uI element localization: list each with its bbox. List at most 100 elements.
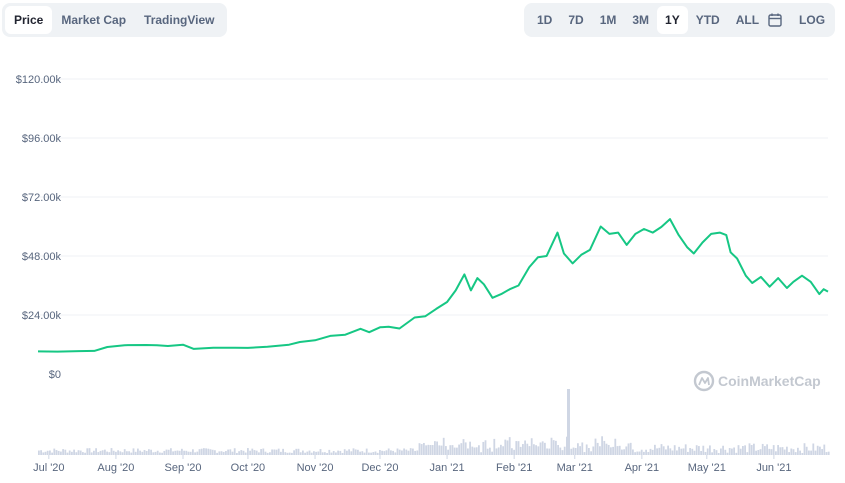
range-1m[interactable]: 1M [599, 13, 617, 27]
volume-bar [794, 452, 797, 455]
volume-bar [632, 449, 634, 455]
volume-bar [656, 448, 658, 455]
volume-bar [273, 449, 276, 455]
volume-bar [526, 443, 529, 455]
volume-bar [427, 444, 430, 455]
volume-bars [38, 389, 830, 455]
volume-bar [291, 452, 293, 455]
volume-bar [242, 450, 245, 455]
volume-bar [359, 451, 361, 455]
volume-bar [709, 445, 711, 455]
volume-bar [515, 441, 518, 455]
volume-bar [418, 443, 421, 455]
volume-bar [354, 449, 357, 455]
log-toggle[interactable]: LOG [799, 13, 826, 27]
volume-bar [387, 448, 390, 455]
volume-bar [396, 448, 399, 455]
volume-bar [486, 448, 489, 455]
volume-bar [216, 452, 218, 455]
volume-bar [497, 447, 500, 455]
volume-bar [324, 452, 326, 455]
volume-bar [104, 449, 106, 455]
volume-bar [352, 448, 355, 455]
volume-bar [544, 442, 546, 455]
volume-bar [341, 452, 344, 455]
volume-bar [471, 446, 474, 455]
volume-bar [143, 449, 146, 455]
tab-tradingview[interactable]: TradingView [144, 13, 215, 27]
volume-bar [671, 450, 674, 455]
volume-bar [711, 452, 713, 455]
volume-bar [112, 450, 115, 455]
x-tick-label: Sep '20 [165, 462, 202, 474]
volume-bar [225, 451, 227, 455]
volume-bar [231, 451, 234, 455]
volume-bar [71, 451, 73, 455]
volume-bar [68, 450, 71, 455]
calendar-button[interactable] [767, 6, 783, 34]
range-ytd[interactable]: YTD [695, 13, 720, 27]
volume-bar [742, 445, 744, 455]
volume-bar [374, 451, 377, 455]
x-tick-label: Jun '21 [756, 462, 791, 474]
volume-bar [222, 451, 225, 455]
tab-market-cap[interactable]: Market Cap [61, 13, 127, 27]
volume-bar [552, 440, 555, 455]
volume-bar [255, 450, 258, 455]
volume-bar [678, 446, 680, 455]
volume-bar [797, 447, 799, 455]
volume-bar [647, 451, 650, 455]
volume-bar [200, 448, 203, 455]
volume-bar [453, 447, 456, 455]
volume-bar [814, 450, 817, 455]
volume-bar [724, 449, 727, 455]
volume-bar [57, 450, 60, 455]
volume-bar [174, 450, 177, 455]
range-3m[interactable]: 3M [632, 13, 650, 27]
volume-bar [205, 448, 207, 455]
volume-bar [460, 443, 463, 455]
volume-bar [165, 449, 168, 455]
volume-bar [772, 445, 775, 455]
volume-bar [185, 450, 188, 455]
y-tick-label: $72.00k [22, 192, 62, 204]
volume-bar [669, 448, 672, 455]
volume-bar [579, 446, 581, 455]
volume-bar [601, 436, 603, 455]
chart-type-tabs: Price Market Cap TradingView [2, 3, 227, 37]
volume-bar [86, 448, 89, 455]
volume-bar [40, 450, 42, 455]
volume-bar [139, 450, 141, 455]
price-line[interactable] [37, 218, 829, 353]
volume-bar [394, 452, 397, 455]
volume-bar [819, 446, 821, 455]
volume-bar [577, 443, 579, 455]
volume-bar [260, 449, 262, 455]
volume-bar [407, 450, 410, 455]
volume-bar [306, 451, 309, 455]
volume-bar [706, 448, 709, 455]
volume-bar [141, 451, 144, 455]
volume-bar [673, 445, 676, 455]
volume-bar [660, 444, 663, 455]
volume-bar [203, 448, 205, 455]
volume-bar [753, 443, 755, 455]
volume-bar [258, 452, 260, 455]
volume-bar [170, 448, 172, 455]
volume-bar [821, 449, 823, 455]
volume-bar [420, 444, 423, 455]
y-tick-label: $48.00k [22, 251, 62, 263]
range-1d[interactable]: 1D [537, 13, 553, 27]
volume-bar [310, 452, 313, 455]
range-1y[interactable]: 1Y [657, 6, 688, 34]
volume-bar [519, 446, 522, 455]
volume-bar [401, 450, 403, 455]
volume-bar [761, 443, 764, 455]
range-7d[interactable]: 7D [568, 13, 584, 27]
range-all[interactable]: ALL [735, 13, 760, 27]
volume-bar [350, 451, 353, 455]
volume-bar [425, 445, 427, 455]
tab-price[interactable]: Price [5, 6, 53, 34]
volume-bar [88, 448, 91, 455]
